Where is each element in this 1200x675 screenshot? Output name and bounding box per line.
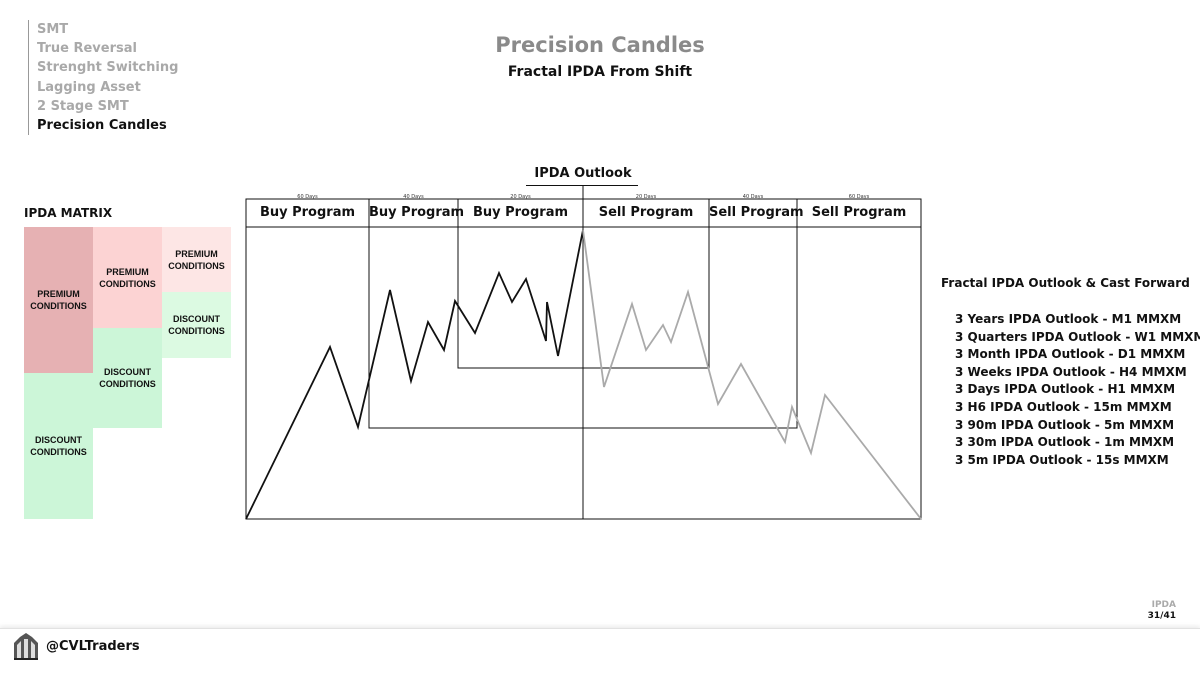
page-indicator: IPDA 31/41 (1148, 600, 1176, 622)
days-label-buy-20: 20 Days (510, 194, 531, 200)
fractal-item: 3 Years IPDA Outlook - M1 MMXM (955, 312, 1182, 326)
outlook-title-underline (526, 185, 638, 186)
author-handle[interactable]: @CVLTraders (46, 639, 140, 654)
sell-program-line (582, 229, 922, 520)
building-icon (14, 633, 38, 660)
program-label-buy-40: Buy Program (369, 205, 465, 220)
matrix-premium-60: PREMIUM CONDITIONS (24, 227, 93, 373)
fractal-item: 3 90m IPDA Outlook - 5m MMXM (955, 417, 1175, 432)
fractal-item: 3 Weeks IPDA Outlook - H4 MMXM (955, 364, 1187, 379)
nav-item-2-stage-smt[interactable]: 2 Stage SMT (37, 98, 129, 114)
page-label: IPDA (1151, 600, 1176, 610)
page-count: 31/41 (1147, 611, 1176, 621)
matrix-premium-20: PREMIUM CONDITIONS (162, 227, 231, 292)
matrix-premium-40: PREMIUM CONDITIONS (93, 227, 162, 328)
program-label-sell-20: Sell Program (598, 205, 694, 220)
nav-item-lagging-asset[interactable]: Lagging Asset (37, 79, 141, 95)
nav-item-precision-candles[interactable]: Precision Candles (37, 118, 167, 134)
matrix-discount-60: DISCOUNT CONDITIONS (24, 373, 93, 519)
matrix-discount-20: DISCOUNT CONDITIONS (162, 292, 231, 358)
days-label-sell-40: 40 Days (742, 194, 764, 200)
fractal-title: Fractal IPDA Outlook & Cast Forward (941, 276, 1190, 290)
fractal-item: 3 5m IPDA Outlook - 15s MMXM (955, 452, 1169, 467)
footer-bar: @CVLTraders (0, 628, 1200, 675)
fractal-item: 3 Days IPDA Outlook - H1 MMXM (955, 382, 1176, 397)
fractal-item: 3 30m IPDA Outlook - 1m MMXM (955, 435, 1175, 450)
days-label-sell-20: 20 Days (635, 194, 657, 200)
fractal-item: 3 Quarters IPDA Outlook - W1 MMXM (955, 329, 1200, 344)
matrix-title: IPDA MATRIX (24, 206, 113, 220)
fractal-item: 3 H6 IPDA Outlook - 15m MMXM (955, 399, 1172, 414)
buy-program-line (245, 229, 584, 520)
fractal-item: 3 Month IPDA Outlook - D1 MMXM (955, 347, 1186, 362)
program-label-buy-60: Buy Program (259, 205, 356, 220)
range-box-20 (457, 226, 710, 369)
program-label-sell-60: Sell Program (811, 205, 907, 220)
program-label-buy-20: Buy Program (472, 205, 569, 220)
days-label-sell-60: 60 Days (848, 194, 870, 200)
nav-item-smt[interactable]: SMT (37, 22, 69, 37)
page-subtitle: Fractal IPDA From Shift (507, 64, 693, 80)
days-label-buy-60: 60 Days (297, 194, 318, 200)
matrix-discount-40: DISCOUNT CONDITIONS (93, 328, 162, 428)
nav-item-true-reversal[interactable]: True Reversal (37, 41, 137, 57)
fractal-list: 3 Years IPDA Outlook - M1 MMXM 3 Quarter… (955, 311, 1200, 469)
days-label-buy-40: 40 Days (403, 194, 424, 200)
outlook-title: IPDA Outlook (534, 166, 632, 181)
nav-item-strength-switching[interactable]: Strenght Switching (37, 60, 179, 76)
topic-nav: SMT True Reversal Strenght Switching Lag… (28, 20, 179, 136)
page-title: Precision Candles (495, 33, 705, 57)
program-label-sell-40: Sell Program (709, 205, 804, 220)
